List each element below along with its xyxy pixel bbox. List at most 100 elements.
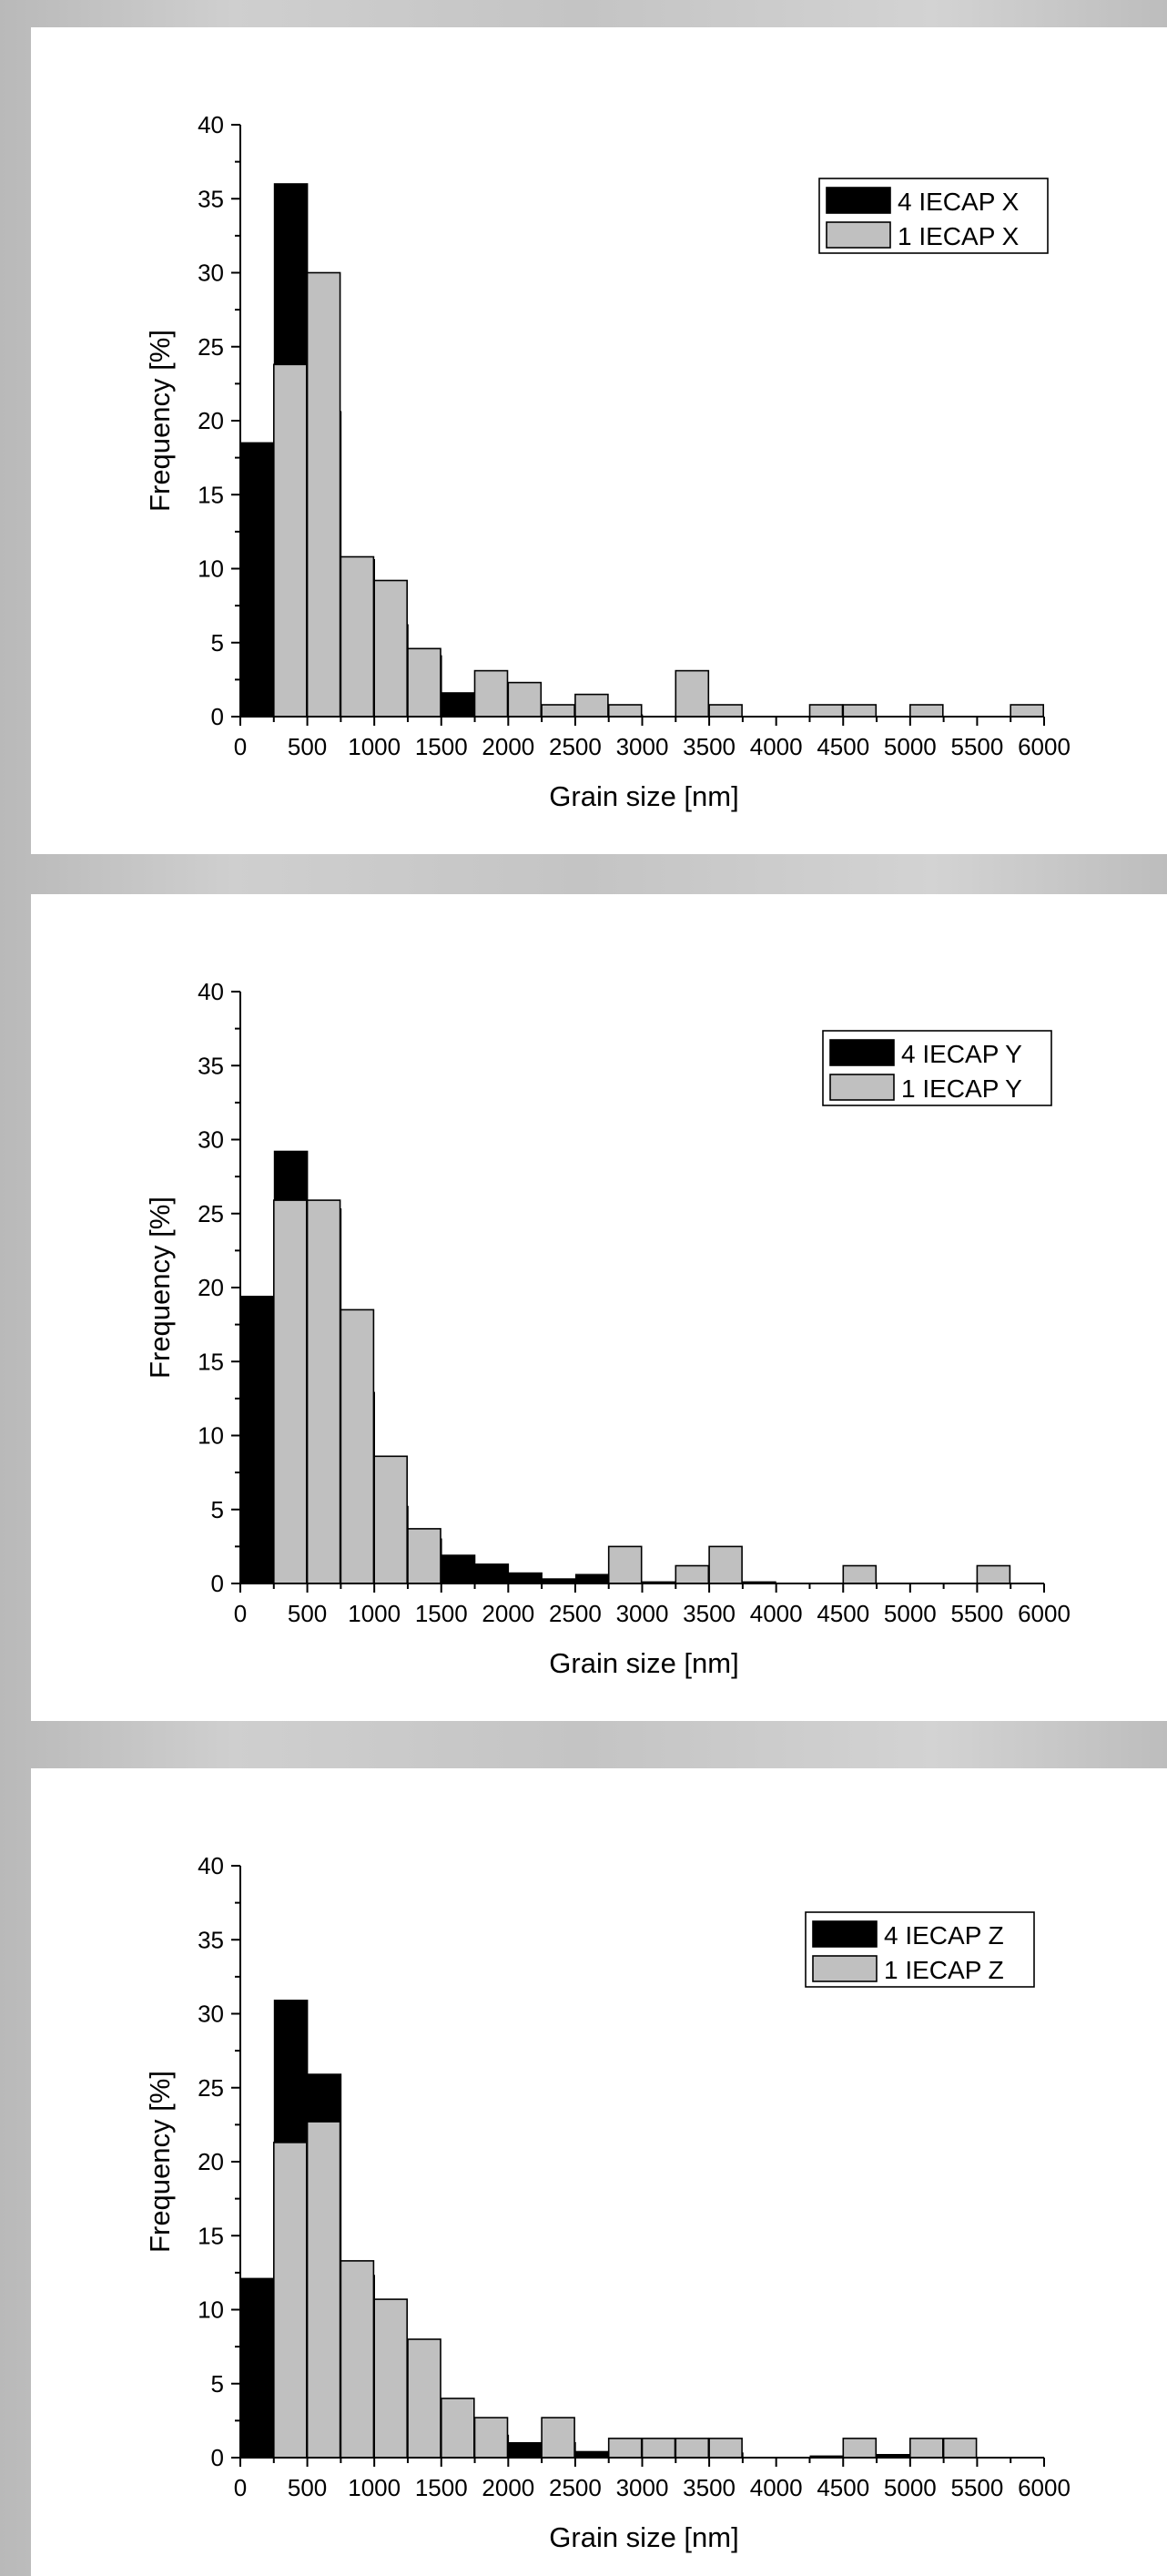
bar-1-iecap-z-1000 — [373, 2298, 409, 2459]
bar-1-iecap-x-5000 — [908, 704, 944, 718]
bar-1-iecap-x-750 — [340, 555, 375, 718]
bar-4-iecap-z-250 — [240, 2277, 275, 2459]
legend: 4 IECAP Y 1 IECAP Y — [822, 1030, 1052, 1106]
x-tick-label: 6000 — [1018, 733, 1071, 760]
y-tick-label: 25 — [198, 2074, 224, 2102]
y-tick-label: 10 — [198, 2296, 224, 2324]
x-tick-label: 2500 — [549, 2474, 602, 2501]
x-tick-label: 2000 — [482, 1600, 534, 1627]
legend-swatch — [812, 1955, 878, 1982]
bar-1-iecap-x-4250 — [808, 704, 844, 718]
histogram-panel-x: 0 5 10 15 20 25 30 35 40 0 500 1000 1500 2000 2500 3000… — [31, 27, 1167, 854]
x-tick-label: 1500 — [415, 1600, 468, 1627]
bar-1-iecap-z-250 — [272, 2142, 308, 2459]
y-tick-label: 10 — [198, 555, 224, 583]
x-tick-label: 3000 — [616, 2474, 669, 2501]
x-tick-label: 3000 — [616, 1600, 669, 1627]
x-tick-label: 3500 — [683, 1600, 736, 1627]
bar-1-iecap-x-5750 — [1010, 704, 1044, 718]
y-tick-label: 10 — [198, 1422, 224, 1450]
legend-swatch — [826, 221, 891, 249]
legend-swatch — [829, 1039, 895, 1066]
x-tick-label: 4000 — [750, 733, 803, 760]
x-axis-label: Grain size [nm] — [549, 780, 738, 812]
x-tick-label: 3000 — [616, 733, 669, 760]
bar-1-iecap-x-1250 — [407, 647, 441, 718]
x-tick-label: 1000 — [348, 1600, 401, 1627]
histogram-panel-z: 0 5 10 15 20 25 30 35 40 0 500 1000 1500 2000 2500 3000… — [31, 1768, 1167, 2576]
y-tick-label: 0 — [211, 703, 224, 730]
bar-1-iecap-x-3250 — [675, 669, 710, 718]
y-tick-label: 0 — [211, 2444, 224, 2471]
histogram-chart-x: 0 5 10 15 20 25 30 35 40 0 500 1000 1500 2000 2500 3000… — [144, 111, 1071, 812]
bar-1-iecap-z-1250 — [407, 2338, 441, 2459]
x-tick-label: 2500 — [549, 733, 602, 760]
x-tick-label: 500 — [288, 2474, 327, 2501]
y-tick-label: 0 — [211, 1570, 224, 1597]
legend-label: 4 IECAP Z — [884, 1921, 1004, 1950]
histogram-panel-y: 0 5 10 15 20 25 30 35 40 0 500 1000 1500 2000 2500 3000… — [31, 894, 1167, 1721]
bar-4-iecap-y-2250 — [508, 1572, 543, 1584]
bar-1-iecap-z-1500 — [440, 2398, 475, 2459]
bar-4-iecap-y-2750 — [574, 1573, 610, 1584]
legend-label: 1 IECAP Y — [901, 1074, 1022, 1103]
y-tick-label: 5 — [211, 2370, 224, 2398]
x-tick-label: 3500 — [683, 2474, 736, 2501]
legend-label: 4 IECAP Y — [901, 1040, 1022, 1068]
bar-1-iecap-z-3500 — [708, 2438, 743, 2459]
y-axis-label: Frequency [%] — [144, 2071, 176, 2253]
x-tick-label: 0 — [234, 1600, 247, 1627]
bar-1-iecap-y-750 — [340, 1308, 375, 1584]
x-tick-label: 6000 — [1018, 2474, 1071, 2501]
bar-1-iecap-z-500 — [306, 2121, 341, 2459]
histogram-chart-y: 0 5 10 15 20 25 30 35 40 0 500 1000 1500 2000 2500 3000… — [144, 978, 1071, 1679]
y-tick-label: 40 — [198, 111, 224, 138]
bar-4-iecap-z-2250 — [508, 2441, 543, 2459]
bar-1-iecap-z-5000 — [908, 2438, 944, 2459]
x-tick-label: 4500 — [817, 1600, 869, 1627]
x-tick-label: 5500 — [950, 2474, 1003, 2501]
bar-1-iecap-z-5250 — [942, 2438, 978, 2459]
bar-1-iecap-z-2250 — [541, 2417, 575, 2459]
bar-1-iecap-z-3250 — [675, 2438, 710, 2459]
y-tick-label: 30 — [198, 260, 224, 287]
bar-4-iecap-y-2000 — [474, 1563, 510, 1584]
y-axis-label: Frequency [%] — [144, 1196, 176, 1379]
legend-label: 1 IECAP X — [898, 222, 1020, 250]
x-tick-label: 5000 — [884, 1600, 937, 1627]
bar-4-iecap-y-1750 — [441, 1554, 476, 1584]
x-tick-label: 4500 — [817, 733, 869, 760]
bar-1-iecap-x-3500 — [708, 704, 743, 718]
x-tick-label: 3500 — [683, 733, 736, 760]
bar-1-iecap-y-3250 — [675, 1564, 710, 1584]
x-tick-label: 500 — [288, 733, 327, 760]
bar-1-iecap-y-250 — [272, 1199, 308, 1584]
bar-1-iecap-y-5500 — [976, 1564, 1011, 1584]
x-tick-label: 2000 — [482, 733, 534, 760]
bar-4-iecap-x-1750 — [441, 692, 476, 718]
y-tick-label: 25 — [198, 1200, 224, 1227]
y-tick-label: 35 — [198, 1052, 224, 1079]
x-tick-label: 0 — [234, 2474, 247, 2501]
bar-1-iecap-y-4500 — [842, 1564, 878, 1584]
y-tick-label: 30 — [198, 1126, 224, 1154]
x-tick-label: 1000 — [348, 733, 401, 760]
bar-1-iecap-z-2750 — [607, 2438, 643, 2459]
x-axis-label: Grain size [nm] — [549, 1647, 738, 1679]
bar-1-iecap-y-1250 — [407, 1528, 441, 1584]
legend-swatch — [829, 1074, 895, 1101]
bar-1-iecap-y-500 — [306, 1199, 341, 1584]
y-tick-label: 25 — [198, 333, 224, 361]
bar-1-iecap-x-500 — [306, 271, 341, 718]
bar-1-iecap-y-1000 — [373, 1455, 409, 1584]
y-tick-label: 15 — [198, 1348, 224, 1375]
bar-1-iecap-x-4500 — [842, 704, 878, 718]
x-tick-label: 6000 — [1018, 1600, 1071, 1627]
x-tick-label: 4000 — [750, 2474, 803, 2501]
x-tick-label: 500 — [288, 1600, 327, 1627]
y-tick-label: 15 — [198, 2222, 224, 2249]
y-axis-label: Frequency [%] — [144, 330, 176, 512]
bar-1-iecap-x-2750 — [607, 704, 643, 718]
x-tick-label: 1500 — [415, 733, 468, 760]
bar-1-iecap-z-1750 — [473, 2417, 509, 2459]
